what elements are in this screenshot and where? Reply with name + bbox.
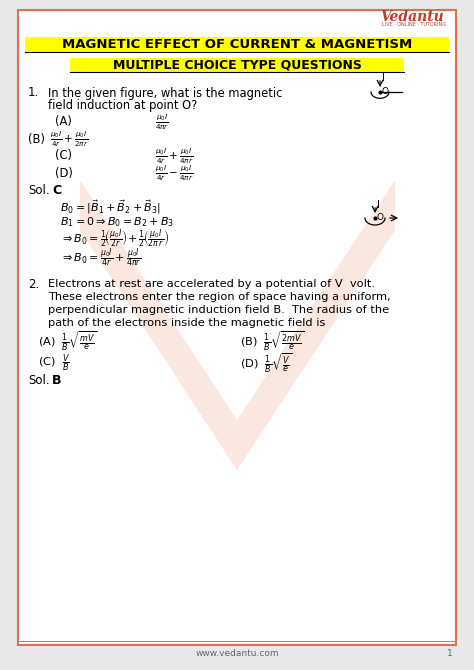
Text: (B): (B) <box>28 133 45 145</box>
Bar <box>25 37 449 52</box>
Text: MAGNETIC EFFECT OF CURRENT & MAGNETISM: MAGNETIC EFFECT OF CURRENT & MAGNETISM <box>62 38 412 51</box>
Text: (C): (C) <box>55 149 72 163</box>
Text: www.vedantu.com: www.vedantu.com <box>195 649 279 657</box>
Text: (C)  $\frac{V}{B}$: (C) $\frac{V}{B}$ <box>38 352 70 374</box>
Text: O: O <box>382 86 389 96</box>
Text: Electrons at rest are accelerated by a potential of V  volt.: Electrons at rest are accelerated by a p… <box>48 279 375 289</box>
Text: $\frac{\mu_0 I}{4r} + \frac{\mu_0 I}{2\pi r}$: $\frac{\mu_0 I}{4r} + \frac{\mu_0 I}{2\p… <box>50 129 89 149</box>
Text: path of the electrons inside the magnetic field is: path of the electrons inside the magneti… <box>48 318 325 328</box>
Text: $\frac{\mu_0 I}{4r} + \frac{\mu_0 I}{4\pi r}$: $\frac{\mu_0 I}{4r} + \frac{\mu_0 I}{4\p… <box>155 146 194 166</box>
Text: 1.: 1. <box>28 86 39 100</box>
Text: $\Rightarrow B_0 = \frac{\mu_0 I}{4r} + \frac{\mu_0 I}{4\pi r}$: $\Rightarrow B_0 = \frac{\mu_0 I}{4r} + … <box>60 247 141 269</box>
Text: Vedantu: Vedantu <box>380 10 444 24</box>
Text: Sol.: Sol. <box>28 184 50 198</box>
Text: $B_1 = 0 \Rightarrow B_0 = B_2 + B_3$: $B_1 = 0 \Rightarrow B_0 = B_2 + B_3$ <box>60 215 174 229</box>
Text: perpendicular magnetic induction field B.  The radius of the: perpendicular magnetic induction field B… <box>48 305 389 315</box>
Text: LIVE · ONLINE · TUTORING: LIVE · ONLINE · TUTORING <box>382 23 446 27</box>
Text: (A)  $\frac{1}{B}\sqrt{\frac{mV}{e}}$: (A) $\frac{1}{B}\sqrt{\frac{mV}{e}}$ <box>38 330 98 352</box>
Text: $B_0 = |\vec{B}_1 + \vec{B}_2 + \vec{B}_3|$: $B_0 = |\vec{B}_1 + \vec{B}_2 + \vec{B}_… <box>60 198 161 216</box>
Polygon shape <box>80 180 395 470</box>
Text: B: B <box>52 375 62 387</box>
Text: C: C <box>52 184 61 198</box>
Text: (D): (D) <box>55 167 73 180</box>
Text: These electrons enter the region of space having a uniform,: These electrons enter the region of spac… <box>48 292 391 302</box>
Text: 2.: 2. <box>28 277 39 291</box>
Text: MULTIPLE CHOICE TYPE QUESTIONS: MULTIPLE CHOICE TYPE QUESTIONS <box>112 58 362 72</box>
Text: Sol.: Sol. <box>28 375 50 387</box>
Text: I: I <box>382 73 385 83</box>
Text: 1: 1 <box>447 649 453 657</box>
Text: $\frac{\mu_0 I}{4\pi r}$: $\frac{\mu_0 I}{4\pi r}$ <box>155 112 169 132</box>
Bar <box>70 58 404 72</box>
Text: $\Rightarrow B_0 = \frac{1}{2}\!\left(\frac{\mu_0 I}{2r}\right)\!+\frac{1}{2}\!\: $\Rightarrow B_0 = \frac{1}{2}\!\left(\f… <box>60 228 169 251</box>
Text: (B)  $\frac{1}{B}\sqrt{\frac{2mV}{e}}$: (B) $\frac{1}{B}\sqrt{\frac{2mV}{e}}$ <box>240 330 304 352</box>
Text: O: O <box>377 212 384 222</box>
Text: $\frac{\mu_0 I}{4r} - \frac{\mu_0 I}{4\pi r}$: $\frac{\mu_0 I}{4r} - \frac{\mu_0 I}{4\p… <box>155 163 194 183</box>
Text: (A): (A) <box>55 115 72 129</box>
Text: field induction at point O?: field induction at point O? <box>48 100 197 113</box>
Text: In the given figure, what is the magnetic: In the given figure, what is the magneti… <box>48 86 283 100</box>
Text: I: I <box>377 200 380 210</box>
Text: (D)  $\frac{1}{B}\sqrt{\frac{V}{e}}$: (D) $\frac{1}{B}\sqrt{\frac{V}{e}}$ <box>240 352 293 375</box>
